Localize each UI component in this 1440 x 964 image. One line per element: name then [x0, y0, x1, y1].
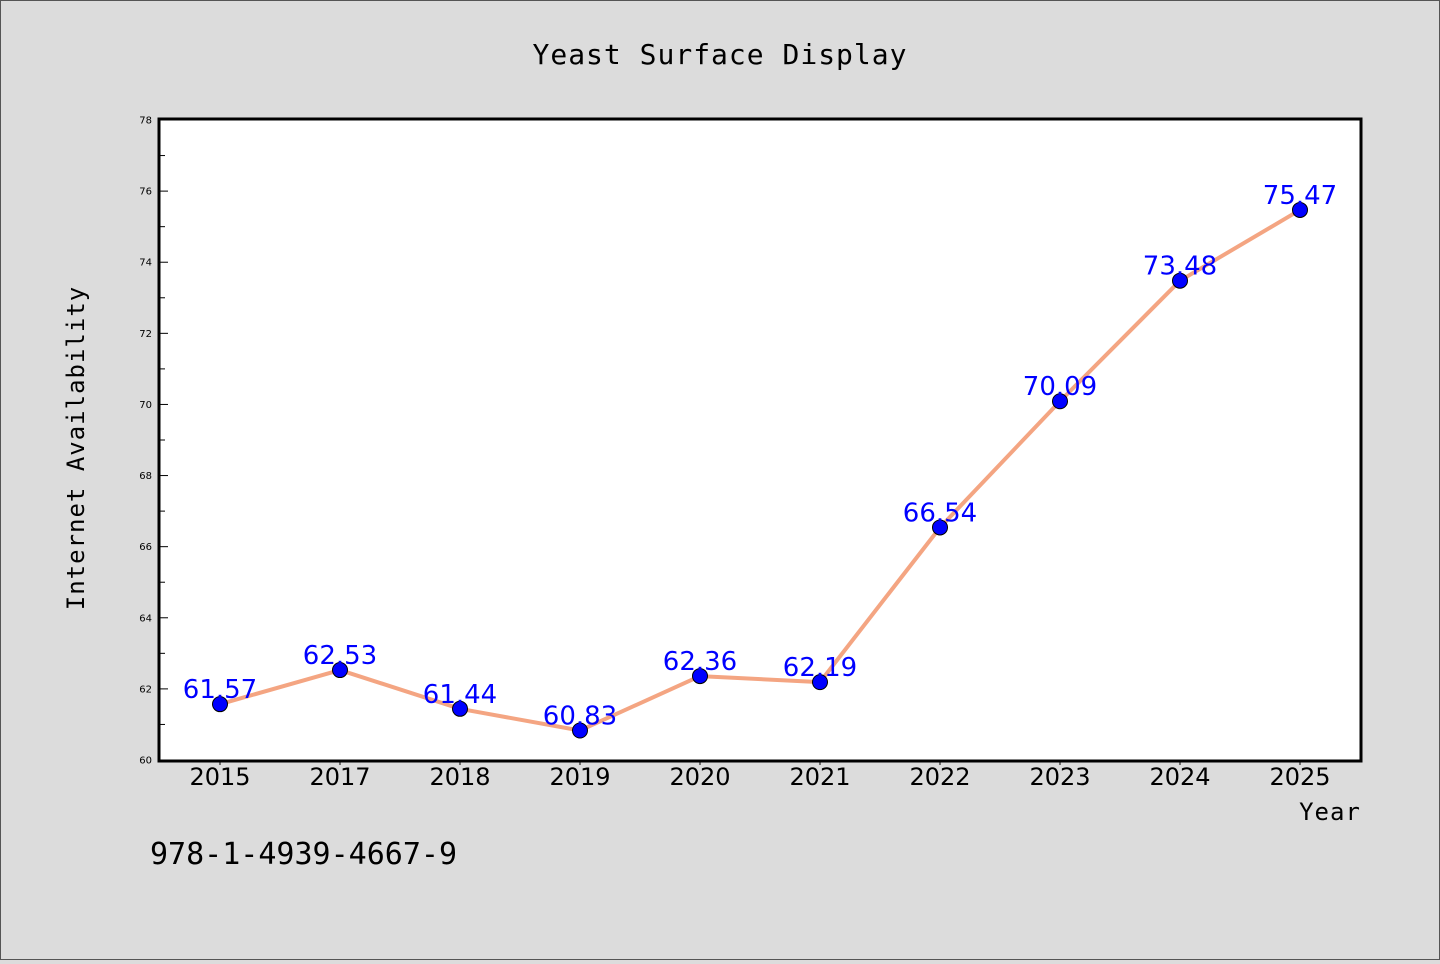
data-point — [932, 519, 948, 536]
series-line — [218, 207, 1302, 733]
data-labels-layer: 61.57 62.53 61.44 60.83 62.36 62.19 66.54 70.09… — [183, 181, 1337, 732]
y-tick-label: 76 — [139, 187, 152, 198]
data-point — [1292, 201, 1308, 218]
plot-area — [157, 117, 1363, 763]
x-tick-label: 2023 — [1029, 763, 1090, 791]
y-tick-label: 70 — [139, 400, 152, 411]
data-point — [212, 696, 228, 713]
x-tick-label: 2015 — [189, 763, 250, 791]
x-axis-title: Year — [1299, 798, 1361, 826]
y-tick-label: 72 — [139, 329, 152, 340]
data-label: 61.44 — [423, 680, 497, 710]
chart-title: Yeast Surface Display — [532, 38, 907, 71]
x-tick-label: 2021 — [789, 763, 850, 791]
y-axis-title: Internet Availability — [62, 286, 90, 610]
data-point — [692, 668, 708, 685]
data-point — [572, 722, 588, 739]
y-tick-label: 78 — [139, 116, 152, 127]
x-tick-label: 2022 — [909, 763, 970, 791]
data-label: 73.48 — [1143, 252, 1217, 282]
x-tick-label: 2020 — [669, 763, 730, 791]
x-tick-label: 2017 — [309, 763, 370, 791]
data-label: 62.19 — [783, 653, 857, 683]
x-tick-label: 2019 — [549, 763, 610, 791]
y-tick-label: 62 — [139, 684, 152, 695]
x-tick-label: 2025 — [1269, 763, 1330, 791]
data-point — [1172, 272, 1188, 289]
data-point — [1052, 393, 1068, 410]
data-label: 62.53 — [303, 641, 377, 671]
data-label: 75.47 — [1263, 181, 1337, 211]
y-tick-label: 66 — [139, 542, 152, 553]
data-label: 61.57 — [183, 675, 257, 705]
y-tick-label: 74 — [139, 258, 152, 269]
data-label: 70.09 — [1023, 372, 1097, 402]
x-axis: 2015 2017 2018 2019 2020 2021 2022 2023 2024 2025 — [189, 760, 1331, 791]
series-layer — [212, 201, 1308, 739]
y-tick-label: 68 — [139, 471, 152, 482]
data-label: 60.83 — [543, 701, 617, 731]
data-point — [452, 700, 468, 717]
y-tick-label: 60 — [139, 756, 152, 767]
x-tick-label: 2018 — [429, 763, 490, 791]
data-point — [332, 662, 348, 679]
y-axis: 60 62 64 66 68 70 72 74 76 78 — [139, 116, 168, 767]
isbn-text: 978-1-4939-4667-9 — [150, 837, 457, 872]
data-point — [812, 674, 828, 691]
x-tick-label: 2024 — [1149, 763, 1210, 791]
data-label: 66.54 — [903, 498, 977, 528]
data-label: 62.36 — [663, 647, 737, 677]
y-tick-label: 64 — [139, 613, 152, 624]
